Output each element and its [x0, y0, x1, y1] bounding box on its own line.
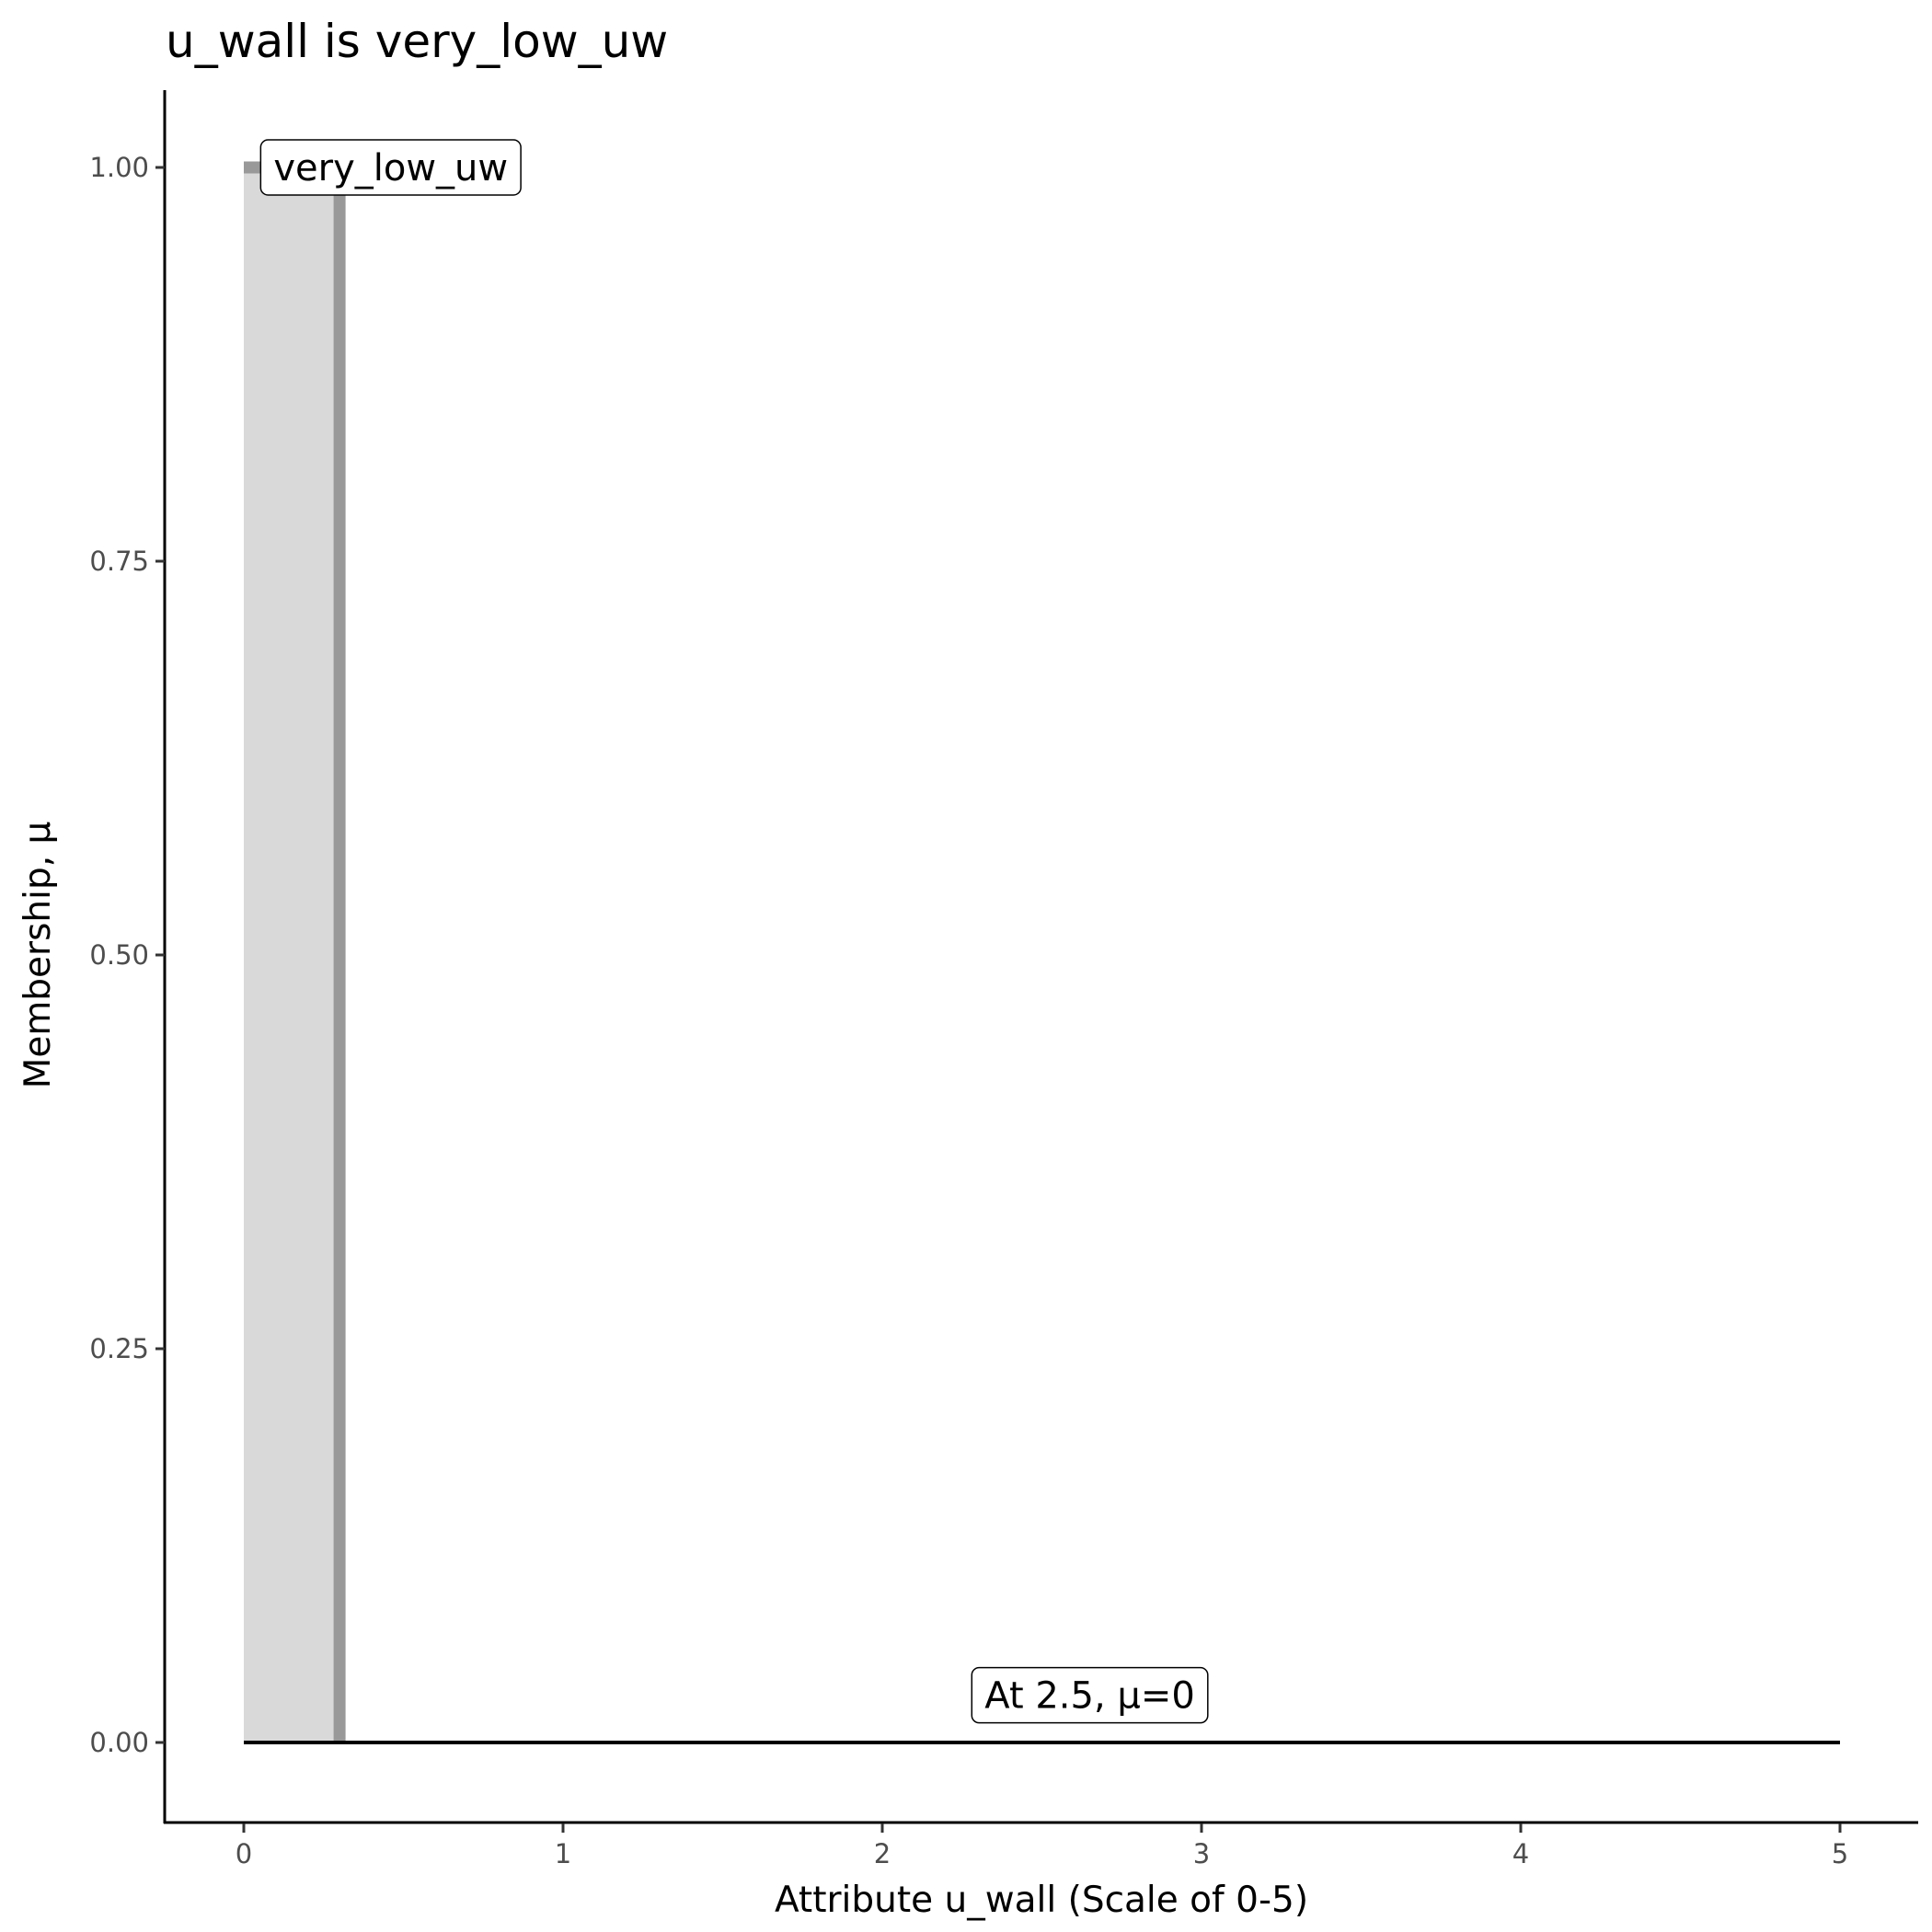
x-tick-label: 4	[1512, 1838, 1529, 1869]
y-tick-label: 0.00	[89, 1727, 149, 1758]
y-tick-label: 0.50	[89, 939, 149, 971]
annotation-label: very_low_uw	[259, 139, 522, 196]
membership-fill	[244, 167, 340, 1742]
annotation-label: At 2.5, μ=0	[971, 1666, 1209, 1724]
y-tick-label: 1.00	[89, 152, 149, 183]
label-box	[259, 139, 522, 196]
label-box	[971, 1666, 1209, 1724]
annotation-text: At 2.5, μ=0	[984, 1675, 1195, 1718]
x-tick-label: 2	[874, 1838, 891, 1869]
y-axis-title: Membership, μ	[17, 822, 59, 1089]
x-axis-title: Attribute u_wall (Scale of 0-5)	[775, 1880, 1308, 1921]
plot-area	[244, 161, 1840, 1744]
y-tick-label: 0.75	[89, 546, 149, 577]
annotations: very_low_uw At 2.5, μ=0	[259, 139, 1209, 1724]
chart-title: u_wall is very_low_uw	[166, 15, 668, 68]
annotation-text: very_low_uw	[273, 147, 508, 190]
x-tick-label: 0	[236, 1838, 252, 1869]
x-tick-label: 1	[555, 1838, 571, 1869]
x-tick-label: 5	[1832, 1838, 1848, 1869]
x-tick-label: 3	[1193, 1838, 1210, 1869]
y-tick-label: 0.25	[89, 1333, 149, 1364]
y-ticks: 0.00 0.25 0.50 0.75 1.00	[89, 152, 165, 1758]
x-ticks: 0 1 2 3 4 5	[236, 1823, 1848, 1869]
